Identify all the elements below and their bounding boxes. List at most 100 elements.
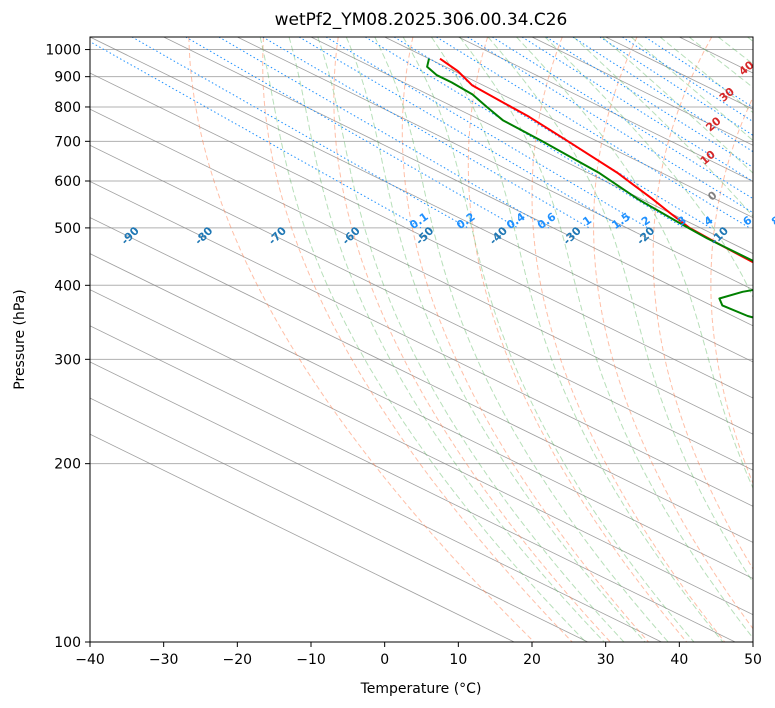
- mixing-ratio-label: 4: [702, 213, 716, 228]
- x-tick-label: 30: [597, 652, 615, 668]
- x-tick-label: 40: [670, 652, 688, 668]
- isotherm-line: [90, 108, 753, 435]
- x-tick-label: −20: [223, 652, 253, 668]
- x-tick-label: −30: [149, 652, 179, 668]
- background-lines: [90, 37, 775, 642]
- grid-layer: [90, 37, 753, 642]
- moist-adiabat-line: [317, 37, 625, 642]
- dry-adiabat-line: [652, 37, 753, 570]
- x-tick-label: 0: [380, 652, 389, 668]
- isotherm-line: [752, 37, 753, 38]
- isotherm-line: [90, 72, 753, 399]
- moist-adiabat-line: [288, 37, 605, 642]
- dry-adiabat-line: [262, 37, 573, 642]
- mixing-ratio-line: [298, 37, 624, 229]
- dry-adiabat-line: [710, 96, 753, 485]
- mixing-ratio-label: 0.4: [504, 210, 528, 232]
- isotherm-line: [90, 361, 662, 642]
- isotherm-line: [90, 37, 753, 363]
- moist-adiabat-line: [573, 37, 753, 218]
- isotherm-line: [384, 37, 753, 218]
- chart-title: wetPf2_YM08.2025.306.00.34.C26: [275, 10, 568, 30]
- mixing-ratio-line: [185, 37, 519, 229]
- mixing-ratio-line: [492, 37, 753, 200]
- mixing-ratio-label: 8: [769, 214, 775, 229]
- moist-adiabat-line: [516, 37, 753, 490]
- moist-adiabat-line: [601, 37, 753, 174]
- isotherm-line: [237, 37, 753, 291]
- moist-adiabat-line: [345, 37, 646, 642]
- isotherm-line: [90, 289, 753, 616]
- isotherm-line: [163, 37, 753, 327]
- moist-adiabat-line: [402, 37, 695, 642]
- dry-adiabat-line: [188, 37, 535, 642]
- series-layer: [426, 57, 753, 319]
- moist-adiabat-line: [659, 37, 753, 114]
- isotherm-line: [90, 217, 753, 543]
- moist-adiabat-line: [544, 37, 753, 299]
- mixing-ratio-line: [436, 37, 750, 229]
- isotherm-line: [90, 433, 515, 642]
- y-tick-label: 400: [54, 278, 81, 294]
- isotherm-line: [531, 37, 753, 146]
- mixing-ratio-line: [218, 37, 549, 229]
- x-tick-label: 20: [523, 652, 541, 668]
- y-tick-label: 200: [54, 457, 81, 473]
- moist-adiabat-line: [487, 37, 753, 584]
- isotherm-line: [90, 397, 588, 642]
- y-axis: 100 200 300 400 500 600 700 800 900 1000: [45, 43, 90, 651]
- moist-adiabat-line: [717, 37, 753, 65]
- isotherm-line: [90, 180, 753, 507]
- isotherm-line: [90, 253, 753, 579]
- moist-adiabat-label: 20: [703, 114, 723, 134]
- moist-adiabat-line: [430, 37, 724, 642]
- mixing-ratio-line: [467, 37, 753, 214]
- dry-adiabat-line: [531, 37, 726, 642]
- moist-adiabat-label: 30: [717, 85, 737, 105]
- x-tick-label: 10: [449, 652, 467, 668]
- temperature-profile-line: [439, 57, 753, 264]
- y-tick-label: 800: [54, 100, 81, 116]
- isotherm-line: [90, 325, 736, 642]
- moist-adiabat-line: [747, 37, 753, 42]
- isotherm-line: [310, 37, 753, 255]
- mixing-ratio-line: [572, 37, 753, 153]
- label-layer: 0.10.20.40.611.52346810131620253036-90-8…: [119, 58, 775, 247]
- mixing-ratio-label: 0.2: [454, 210, 477, 232]
- x-axis-label: Temperature (°C): [360, 681, 482, 697]
- x-tick-label: 50: [744, 652, 762, 668]
- y-axis-label: Pressure (hPa): [12, 289, 28, 389]
- isotherm-line: [90, 144, 753, 471]
- moist-adiabat-line: [374, 37, 669, 642]
- y-tick-label: 300: [54, 352, 81, 368]
- x-axis: −40 −30 −20 −10 0 10 20 30 40 50: [75, 642, 762, 668]
- moist-adiabat-line: [259, 37, 587, 642]
- isotherm-line: [679, 37, 753, 74]
- moist-adiabat-line: [688, 37, 753, 89]
- x-tick-label: −40: [75, 652, 105, 668]
- mixing-ratio-line: [262, 37, 590, 229]
- mixing-ratio-line: [599, 37, 753, 136]
- y-tick-label: 700: [54, 134, 81, 150]
- y-tick-label: 600: [54, 174, 81, 190]
- moist-adiabat-line: [630, 37, 753, 142]
- dry-adiabat-line: [401, 37, 649, 642]
- y-tick-label: 900: [54, 70, 81, 86]
- dry-adiabat-line: [767, 37, 775, 642]
- y-tick-label: 500: [54, 221, 81, 237]
- mixing-ratio-line: [521, 37, 753, 183]
- moist-adiabat-label: 0: [705, 188, 719, 203]
- y-tick-label: 100: [54, 635, 81, 651]
- dry-adiabat-line: [467, 37, 687, 642]
- mixing-ratio-line: [131, 37, 469, 229]
- moist-adiabat-label: 40: [736, 58, 756, 78]
- mixing-ratio-line: [393, 37, 711, 229]
- isotherm-line: [458, 37, 753, 182]
- y-tick-label: 1000: [45, 43, 81, 59]
- x-tick-label: −10: [296, 652, 326, 668]
- moist-adiabat-label: 10: [698, 148, 718, 168]
- mixing-ratio-line: [325, 37, 649, 229]
- dry-adiabat-line: [593, 37, 753, 630]
- plot-frame: [89, 36, 754, 643]
